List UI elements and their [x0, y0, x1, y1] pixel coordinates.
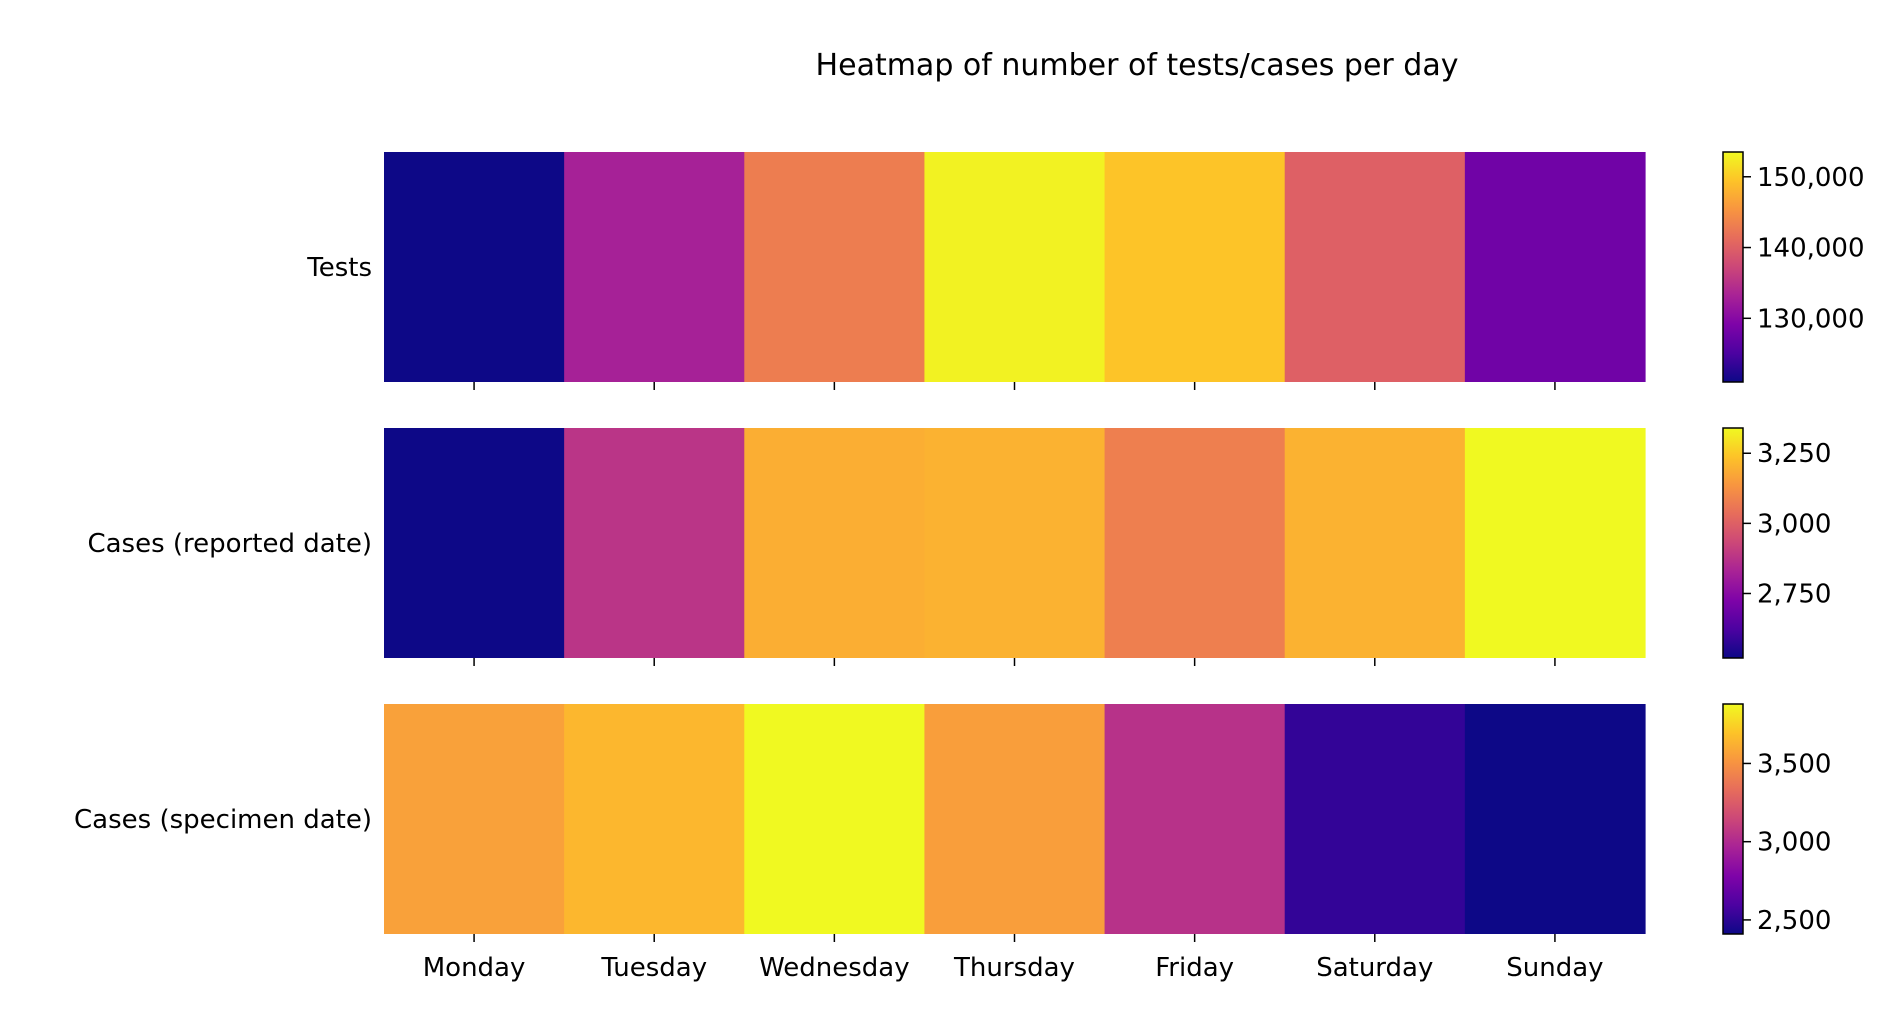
heatmap-cell — [744, 428, 926, 658]
colorbar-tick-label: 2,750 — [1757, 579, 1831, 609]
heatmap-cell — [744, 152, 926, 382]
heatmap-cell — [924, 704, 1106, 934]
heatmap-cell — [384, 704, 565, 934]
heatmap-cell — [564, 152, 745, 382]
heatmap-cell — [384, 152, 565, 382]
heatmap-cell — [1104, 428, 1286, 658]
heatmap-cell — [924, 428, 1106, 658]
x-tick-label: Sunday — [1506, 953, 1603, 983]
heatmap-cell — [744, 704, 926, 934]
colorbar-tick-label: 130,000 — [1757, 304, 1865, 334]
x-tick-label: Tuesday — [600, 953, 707, 983]
colorbar-tick-label: 3,000 — [1757, 828, 1831, 858]
heatmap-cell — [1464, 704, 1646, 934]
heatmap-cell — [384, 428, 565, 658]
colorbar: 130,000 140,000 150,000 — [1722, 151, 1865, 383]
heatmap-cell — [1104, 704, 1286, 934]
x-tick-label: Thursday — [953, 953, 1075, 983]
row-label: Tests — [306, 253, 372, 283]
colorbar-tick-label: 3,000 — [1757, 509, 1831, 539]
row-label: Cases (specimen date) — [74, 805, 372, 835]
heatmap-row: Tests 130,000 140,000 150,000 — [306, 151, 1865, 390]
colorbar-tick-label: 2,500 — [1757, 906, 1831, 936]
colorbar-gradient — [1722, 703, 1744, 935]
heatmap-rows: Tests 130,000 140,000 150,000 Cases (reporte… — [74, 151, 1865, 983]
x-tick-label: Saturday — [1316, 953, 1433, 983]
colorbar-gradient — [1722, 151, 1744, 383]
colorbar: 2,500 3,000 3,500 — [1722, 703, 1831, 936]
heatmap-cell — [564, 704, 745, 934]
colorbar-gradient — [1722, 427, 1744, 659]
x-tick-label: Wednesday — [759, 953, 910, 983]
heatmap-cell — [564, 428, 745, 658]
colorbar-tick-label: 3,250 — [1757, 439, 1831, 469]
colorbar: 2,750 3,000 3,250 — [1722, 427, 1831, 659]
heatmap-cell — [1464, 152, 1646, 382]
heatmap-row: Cases (specimen date) Monday Tuesday Wednes… — [74, 703, 1831, 983]
heatmap-cell — [1284, 152, 1466, 382]
row-label: Cases (reported date) — [87, 529, 372, 559]
x-tick-label: Friday — [1155, 953, 1234, 983]
heatmap-cell — [1284, 704, 1466, 934]
chart-title: Heatmap of number of tests/cases per day — [816, 48, 1459, 83]
heatmap-cell — [1284, 428, 1466, 658]
x-tick-label: Monday — [423, 953, 526, 983]
heatmap-cell — [924, 152, 1106, 382]
heatmap-cell — [1104, 152, 1286, 382]
heatmap-row: Cases (reported date) 2,750 3,000 3,250 — [87, 427, 1831, 666]
colorbar-tick-label: 140,000 — [1757, 234, 1865, 264]
colorbar-tick-label: 3,500 — [1757, 749, 1831, 779]
heatmap-cell — [1464, 428, 1646, 658]
colorbar-tick-label: 150,000 — [1757, 163, 1865, 193]
